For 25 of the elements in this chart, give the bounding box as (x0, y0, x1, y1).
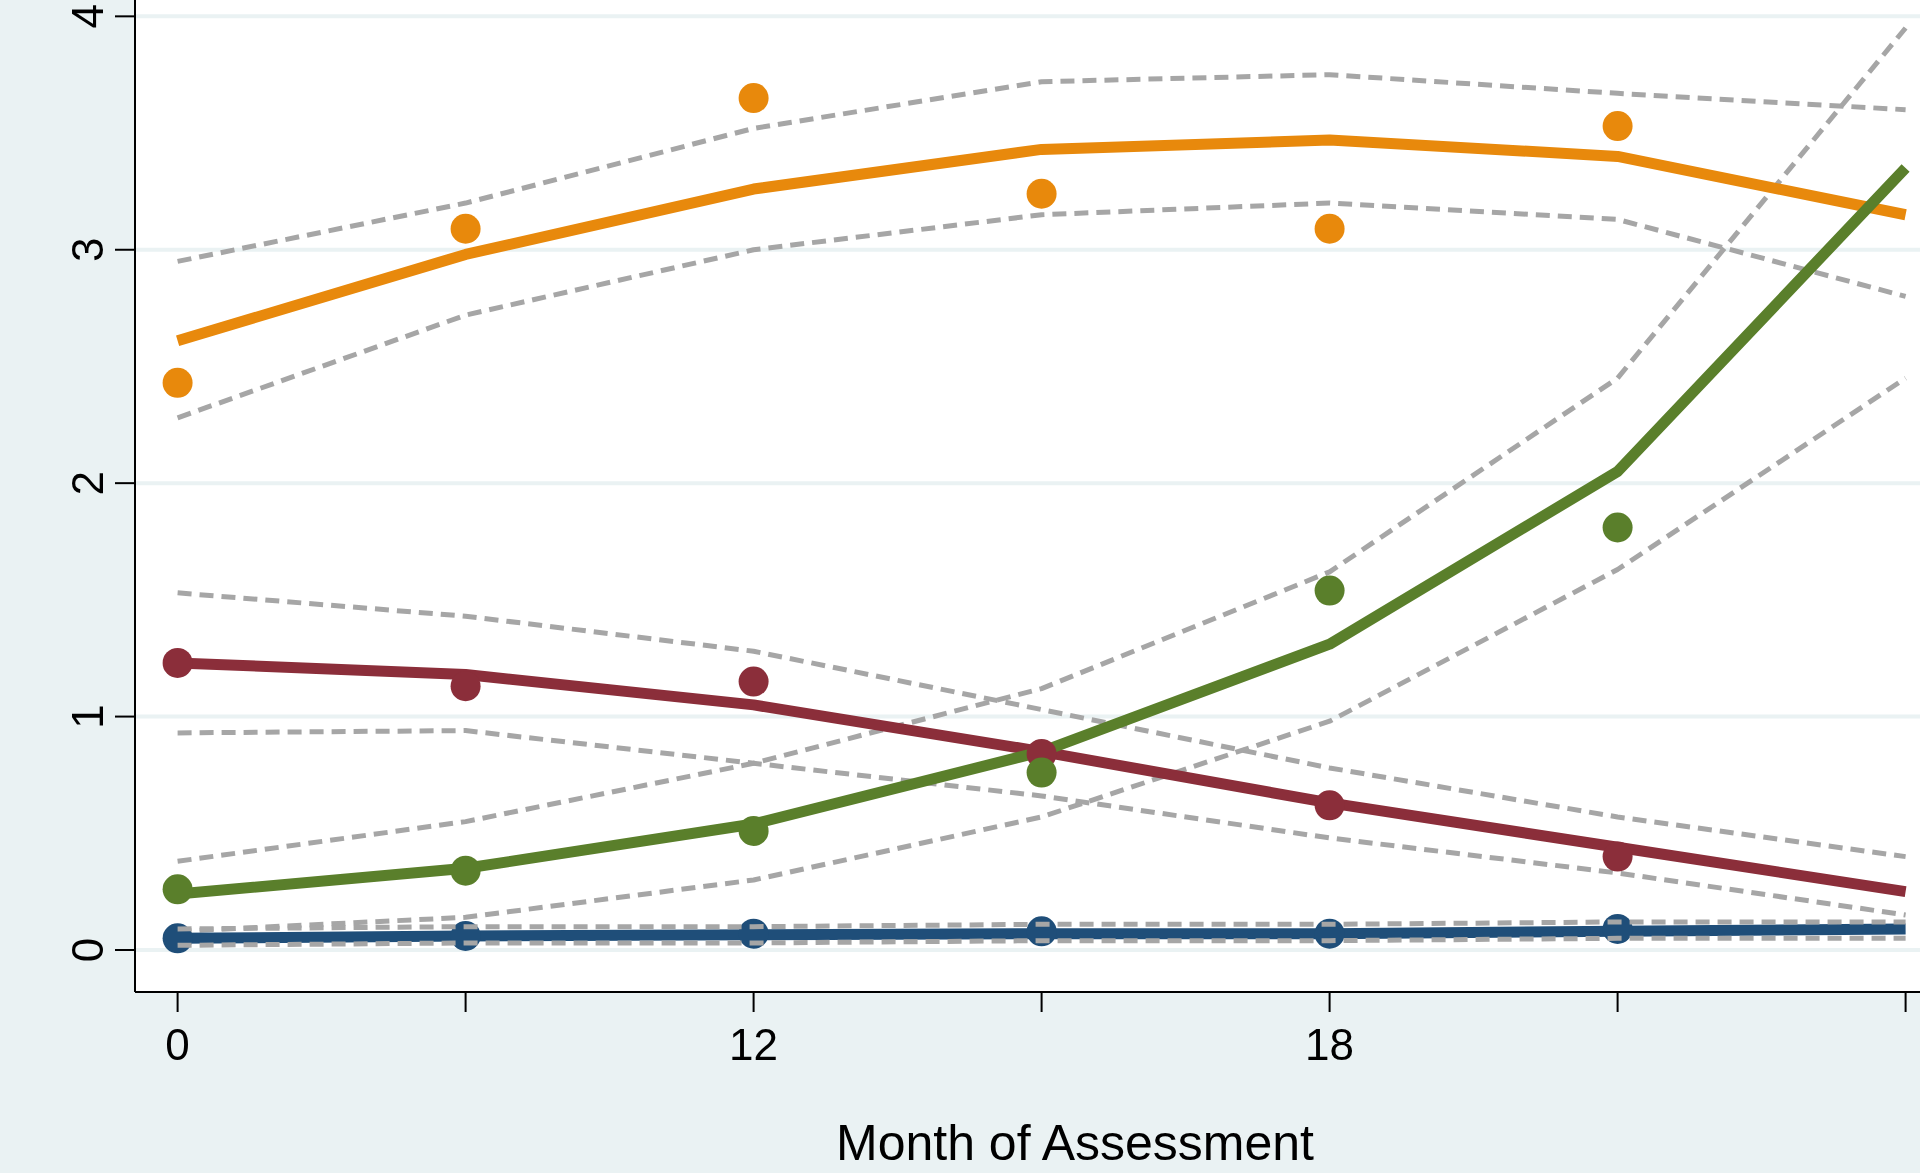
point (1314, 575, 1345, 606)
x-tick-label: 0 (165, 1020, 190, 1069)
y-tick-label: 3 (63, 237, 112, 262)
y-tick-label: 1 (63, 704, 112, 729)
point (1602, 512, 1633, 543)
x-tick-label: 18 (1305, 1020, 1355, 1069)
point (1314, 213, 1345, 244)
point (738, 815, 769, 846)
y-tick-label: 0 (63, 937, 112, 963)
point (450, 213, 481, 244)
point (162, 874, 193, 905)
point (162, 367, 193, 398)
y-tick-label: 4 (63, 4, 112, 29)
x-axis-title: Month of Assessment (835, 1115, 1315, 1171)
point (1026, 757, 1057, 788)
point (738, 83, 769, 114)
point (738, 666, 769, 697)
point (1314, 790, 1345, 821)
point (1602, 841, 1633, 872)
point (1026, 178, 1057, 209)
point (450, 855, 481, 886)
point (1602, 111, 1633, 142)
point (162, 647, 193, 678)
y-tick-label: 2 (63, 470, 112, 496)
x-tick-label: 12 (729, 1020, 779, 1069)
